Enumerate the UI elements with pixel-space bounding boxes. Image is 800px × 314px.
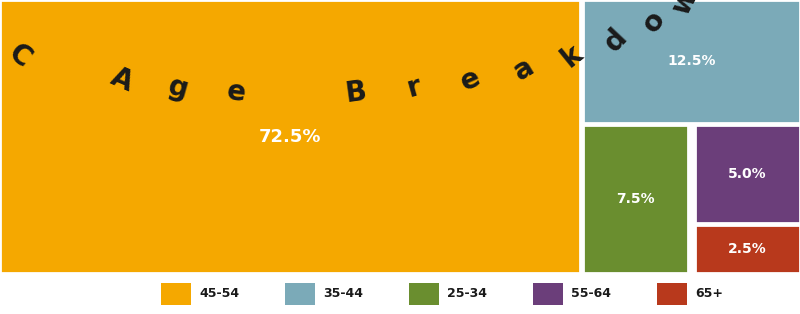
Bar — [694, 225, 800, 273]
Text: o: o — [637, 6, 671, 38]
Text: k: k — [556, 39, 588, 73]
Text: 25-34: 25-34 — [447, 287, 487, 300]
Text: w: w — [667, 0, 704, 20]
Bar — [583, 125, 688, 273]
Text: d: d — [599, 23, 633, 57]
Text: 45-54: 45-54 — [199, 287, 239, 300]
Text: r: r — [404, 73, 424, 103]
Bar — [583, 0, 800, 123]
Text: 5.0%: 5.0% — [728, 167, 766, 181]
Text: 35-44: 35-44 — [323, 287, 363, 300]
Text: a: a — [508, 52, 538, 86]
Text: 55-64: 55-64 — [571, 287, 611, 300]
Bar — [161, 283, 191, 305]
Text: 72.5%: 72.5% — [258, 127, 322, 146]
Bar — [657, 283, 687, 305]
Bar — [409, 283, 439, 305]
Bar — [533, 283, 563, 305]
Bar — [285, 283, 315, 305]
Text: 65+: 65+ — [695, 287, 723, 300]
Text: e: e — [226, 78, 248, 108]
Bar — [694, 125, 800, 223]
Text: C: C — [3, 39, 37, 73]
Text: 12.5%: 12.5% — [667, 54, 716, 68]
Bar — [0, 0, 580, 273]
Text: e: e — [456, 63, 485, 97]
Text: 2.5%: 2.5% — [728, 242, 766, 256]
Text: B: B — [343, 77, 368, 108]
Text: 7.5%: 7.5% — [617, 192, 655, 206]
Text: g: g — [165, 72, 191, 104]
Text: A: A — [106, 63, 137, 97]
